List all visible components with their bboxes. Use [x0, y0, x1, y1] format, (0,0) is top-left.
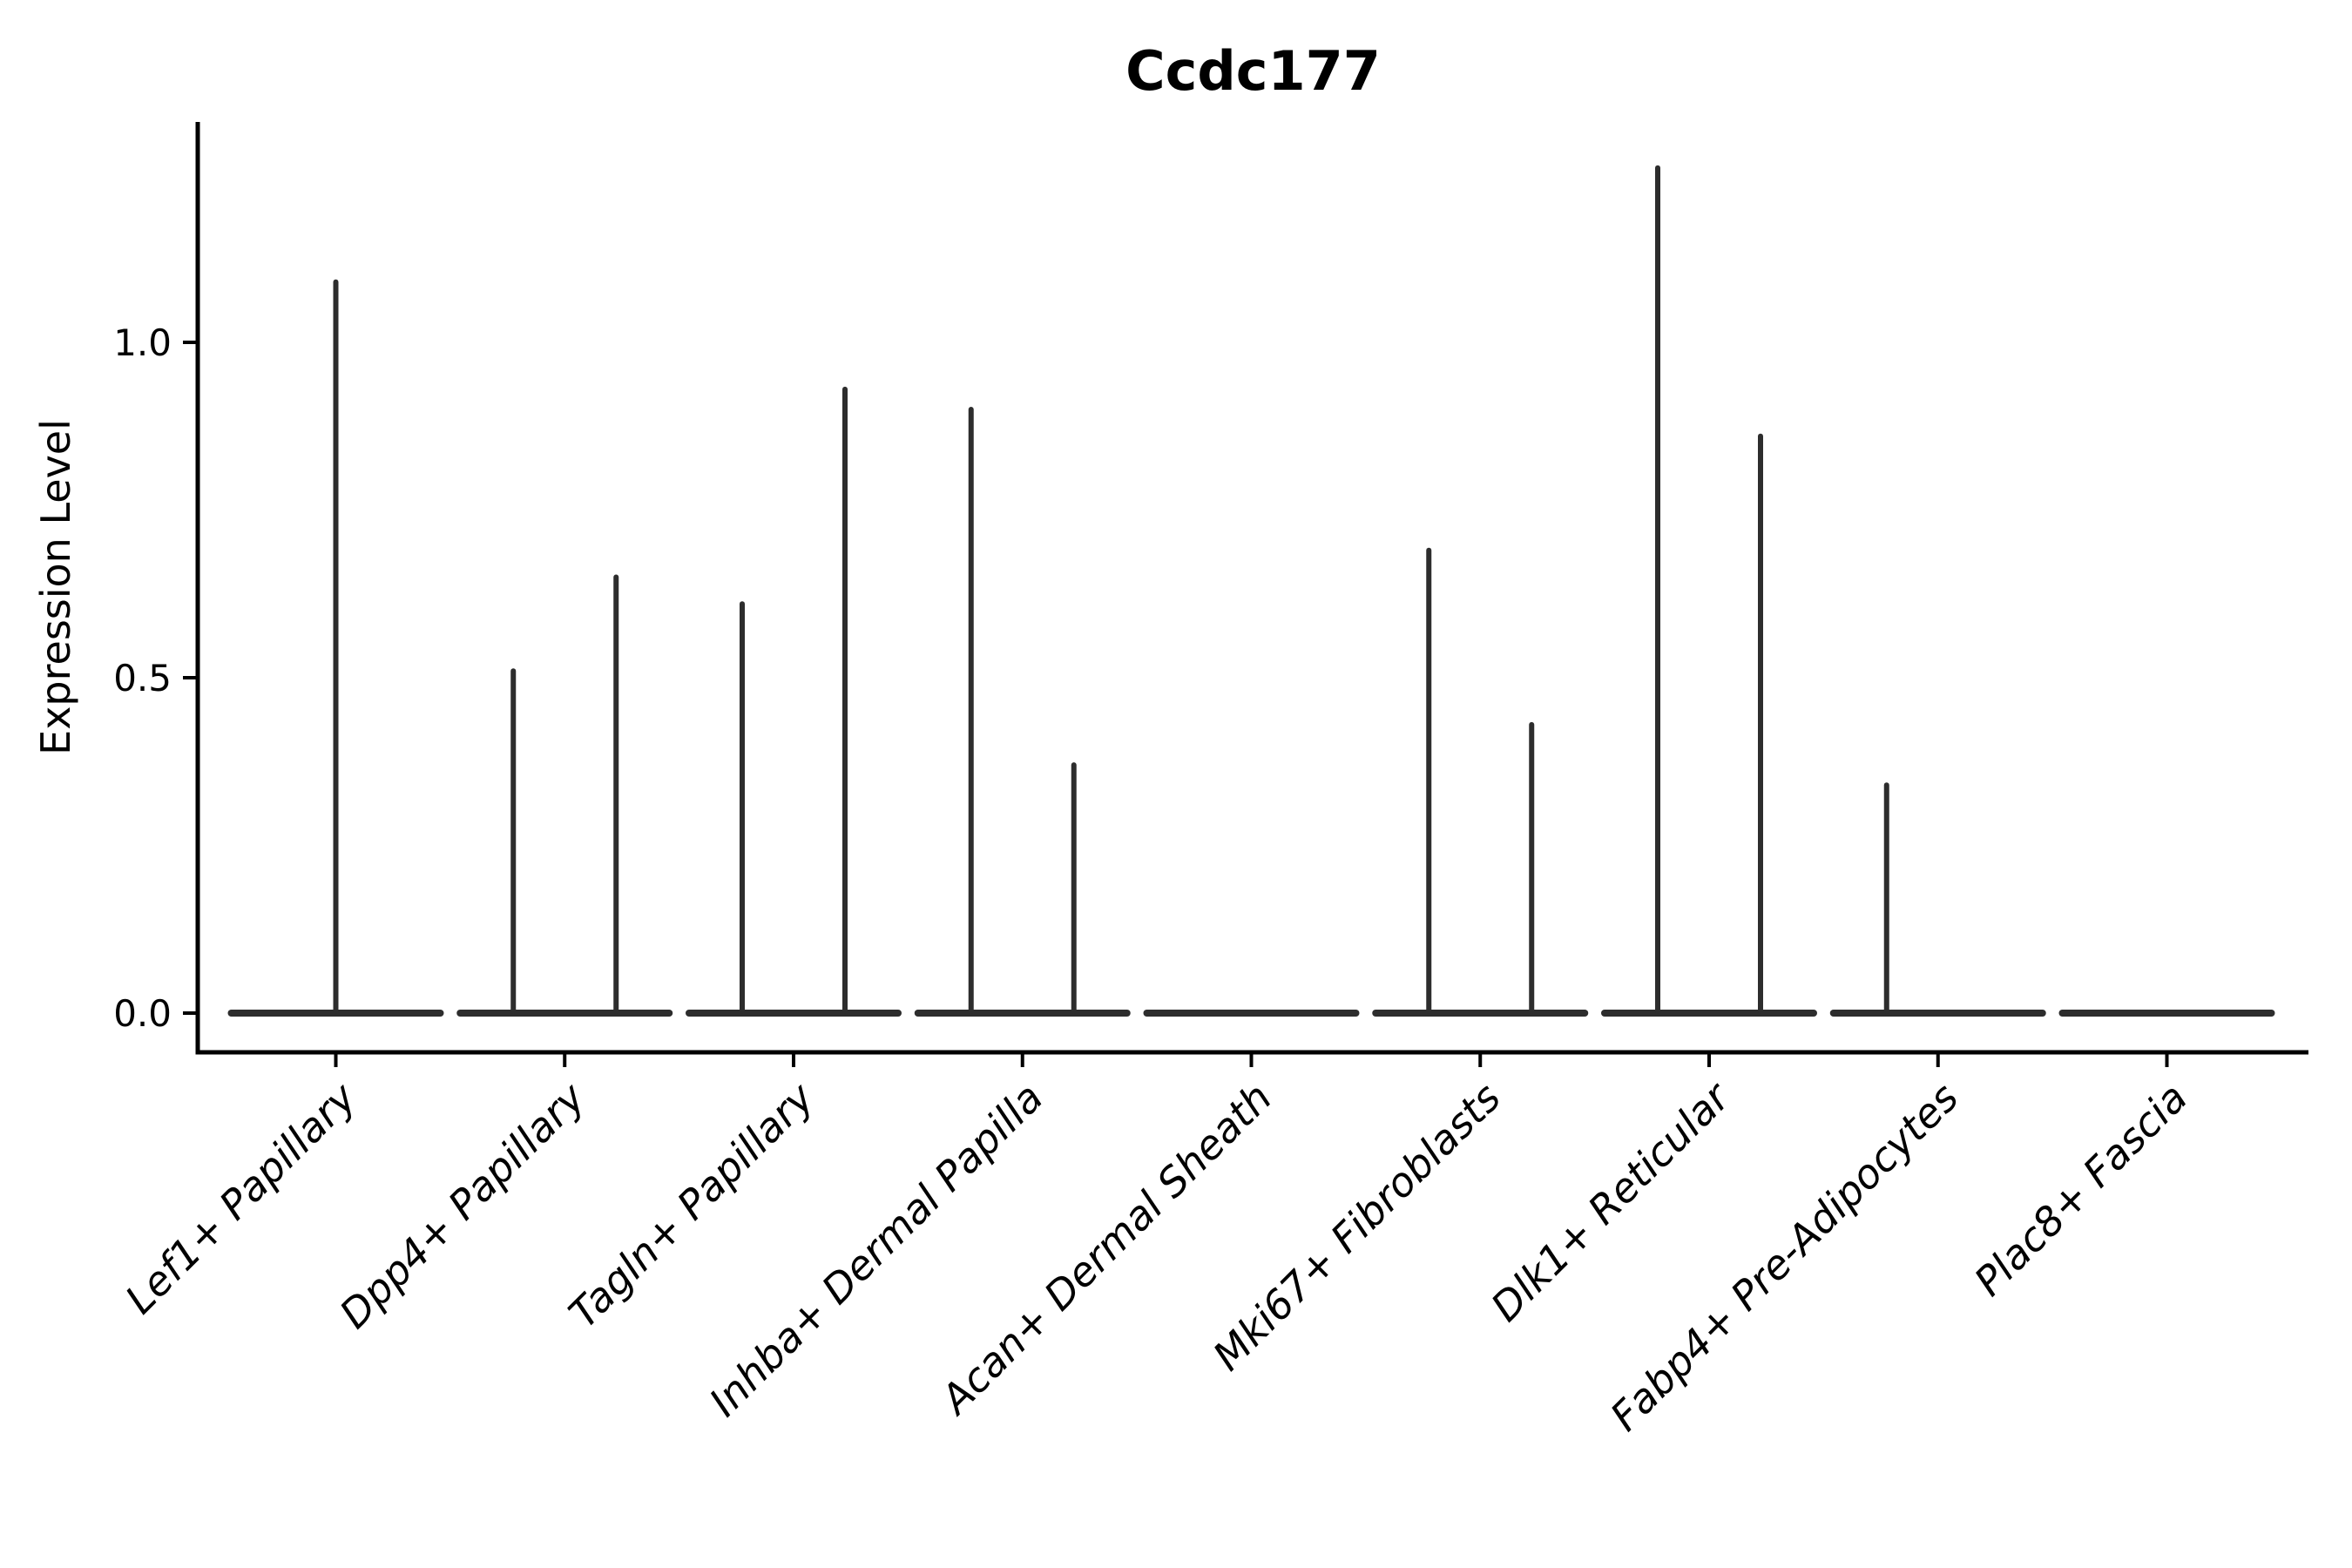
x-tick-label: Dpp4+ Papillary	[330, 1073, 594, 1337]
x-tick-label: Plac8+ Fascia	[1965, 1074, 2196, 1305]
chart-title: Ccdc177	[1125, 39, 1381, 103]
y-axis-label: Expression Level	[32, 419, 79, 755]
y-tick-label: 0.0	[113, 992, 172, 1035]
y-tick-label: 0.5	[113, 657, 172, 700]
y-tick-label: 1.0	[113, 321, 172, 364]
x-tick-label: Dlk1+ Reticular	[1482, 1071, 1740, 1330]
x-tick-label: Lef1+ Papillary	[116, 1073, 365, 1322]
x-tick-label: Tagln+ Papillary	[559, 1073, 823, 1337]
